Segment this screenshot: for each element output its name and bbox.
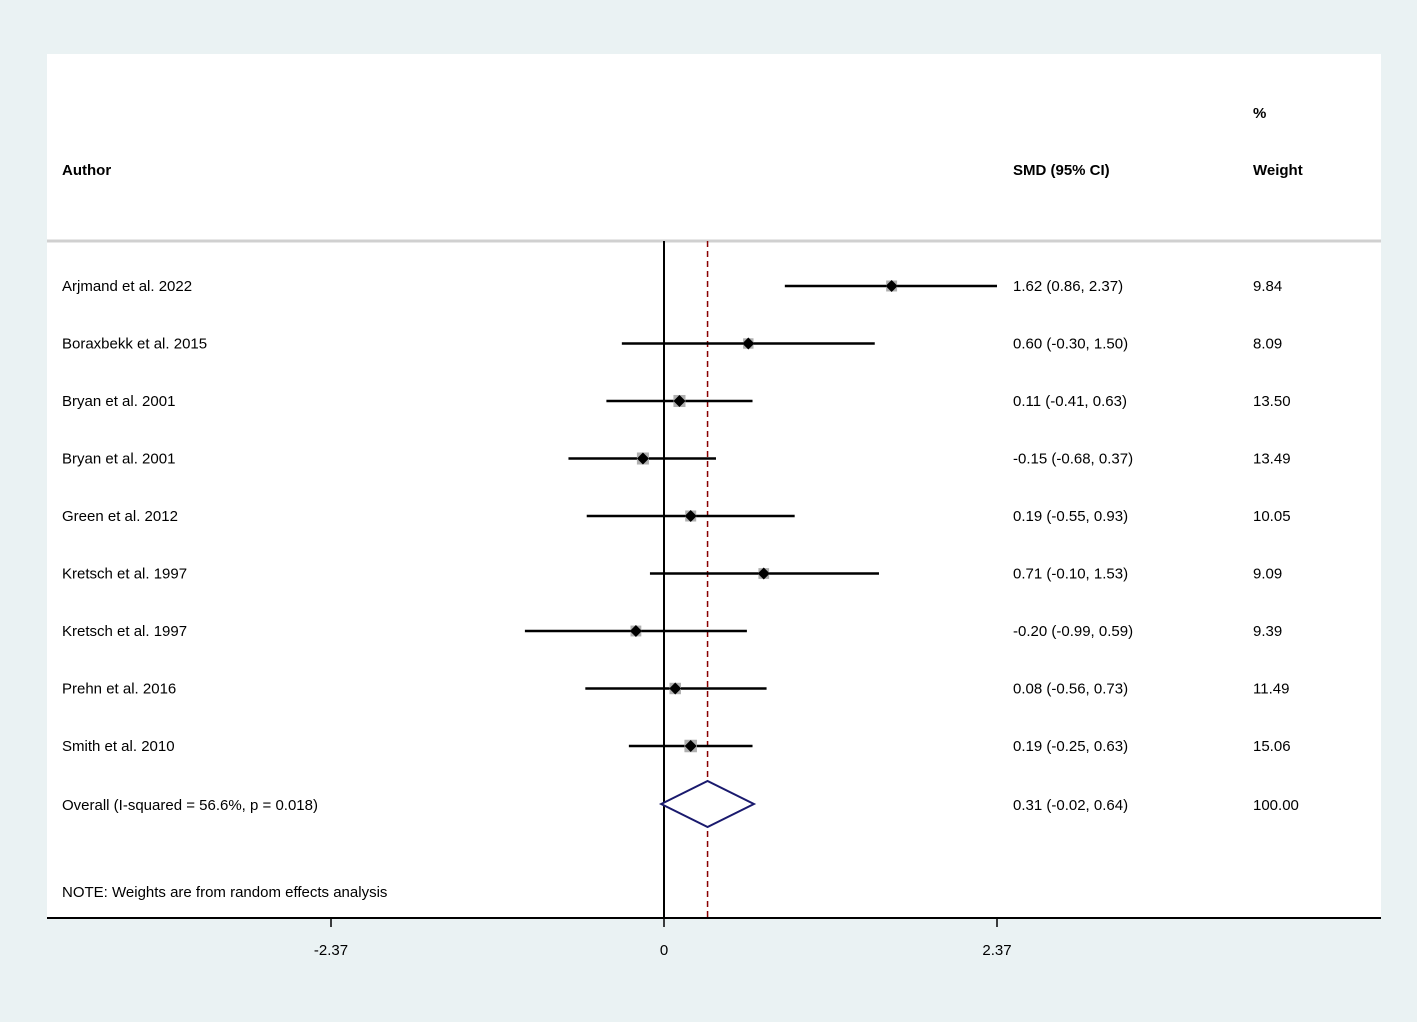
x-tick-label: 0 xyxy=(660,942,668,959)
point-estimate xyxy=(757,567,770,580)
study-weight: 9.39 xyxy=(1253,623,1282,640)
study-row: Kretsch et al. 1997 0.71 (-0.10, 1.53) 9.0… xyxy=(62,566,1282,583)
study-ci: 0.19 (-0.55, 0.93) xyxy=(1013,508,1128,525)
overall-weight: 100.00 xyxy=(1253,797,1299,814)
study-author: Kretsch et al. 1997 xyxy=(62,623,187,640)
point-estimate xyxy=(684,510,697,522)
study-ci: 0.08 (-0.56, 0.73) xyxy=(1013,681,1128,698)
study-row: Boraxbekk et al. 2015 0.60 (-0.30, 1.50) 8… xyxy=(62,336,1282,353)
study-row: Smith et al. 2010 0.19 (-0.25, 0.63) 15.06 xyxy=(62,738,1291,755)
weight-header-percent: % xyxy=(1253,105,1266,122)
study-ci: 0.19 (-0.25, 0.63) xyxy=(1013,738,1128,755)
study-author: Bryan et al. 2001 xyxy=(62,393,175,410)
point-estimate xyxy=(669,682,682,695)
study-weight: 10.05 xyxy=(1253,508,1291,525)
study-weight: 11.49 xyxy=(1253,681,1289,698)
study-author: Arjmand et al. 2022 xyxy=(62,278,192,295)
study-author: Boraxbekk et al. 2015 xyxy=(62,336,207,353)
study-weight: 9.09 xyxy=(1253,566,1282,583)
study-row: Arjmand et al. 2022 1.62 (0.86, 2.37) 9.84 xyxy=(62,278,1282,295)
effect-header: SMD (95% CI) xyxy=(1013,162,1110,179)
point-estimate xyxy=(885,280,898,292)
overall-ci: 0.31 (-0.02, 0.64) xyxy=(1013,797,1128,814)
study-weight: 9.84 xyxy=(1253,278,1282,295)
study-ci: 1.62 (0.86, 2.37) xyxy=(1013,278,1123,295)
author-header: Author xyxy=(62,162,111,179)
study-row: Green et al. 2012 0.19 (-0.55, 0.93) 10.05 xyxy=(62,508,1291,525)
study-author: Bryan et al. 2001 xyxy=(62,451,175,468)
forest-plot-panel: Author SMD (95% CI) % Weight Arjmand et … xyxy=(47,54,1381,959)
study-row: Bryan et al. 2001 -0.15 (-0.68, 0.37) 13.4… xyxy=(62,451,1291,468)
x-tick-label: -2.37 xyxy=(314,942,348,959)
study-author: Prehn et al. 2016 xyxy=(62,681,176,698)
weights-note: NOTE: Weights are from random effects an… xyxy=(62,884,387,901)
study-weight: 15.06 xyxy=(1253,738,1291,755)
study-weight: 13.49 xyxy=(1253,451,1291,468)
study-row: Kretsch et al. 1997 -0.20 (-0.99, 0.59) 9.… xyxy=(62,623,1282,640)
point-estimate xyxy=(742,337,755,350)
x-axis-ticks: -2.37 0 2.37 xyxy=(314,918,1012,959)
study-weight: 8.09 xyxy=(1253,336,1282,353)
overall-row: Overall (I-squared = 56.6%, p = 0.018) 0… xyxy=(62,779,1299,829)
study-author: Green et al. 2012 xyxy=(62,508,178,525)
weight-header: Weight xyxy=(1253,162,1303,179)
study-ci: -0.20 (-0.99, 0.59) xyxy=(1013,623,1133,640)
study-author: Smith et al. 2010 xyxy=(62,738,175,755)
x-tick-label: 2.37 xyxy=(982,942,1011,959)
point-estimate xyxy=(629,625,642,637)
pooled-diamond xyxy=(658,779,757,829)
study-rows: Arjmand et al. 2022 1.62 (0.86, 2.37) 9.84… xyxy=(62,278,1291,755)
study-weight: 13.50 xyxy=(1253,393,1291,410)
point-estimate xyxy=(636,452,649,465)
study-row: Prehn et al. 2016 0.08 (-0.56, 0.73) 11.49 xyxy=(62,681,1289,698)
study-ci: 0.60 (-0.30, 1.50) xyxy=(1013,336,1128,353)
forest-plot: Author SMD (95% CI) % Weight Arjmand et … xyxy=(47,105,1381,959)
study-author: Kretsch et al. 1997 xyxy=(62,566,187,583)
study-ci: 0.71 (-0.10, 1.53) xyxy=(1013,566,1128,583)
study-ci: 0.11 (-0.41, 0.63) xyxy=(1013,393,1127,410)
study-ci: -0.15 (-0.68, 0.37) xyxy=(1013,451,1133,468)
study-row: Bryan et al. 2001 0.11 (-0.41, 0.63) 13.50 xyxy=(62,393,1291,410)
overall-label: Overall (I-squared = 56.6%, p = 0.018) xyxy=(62,797,318,814)
point-estimate xyxy=(684,740,697,752)
point-estimate xyxy=(673,395,686,407)
